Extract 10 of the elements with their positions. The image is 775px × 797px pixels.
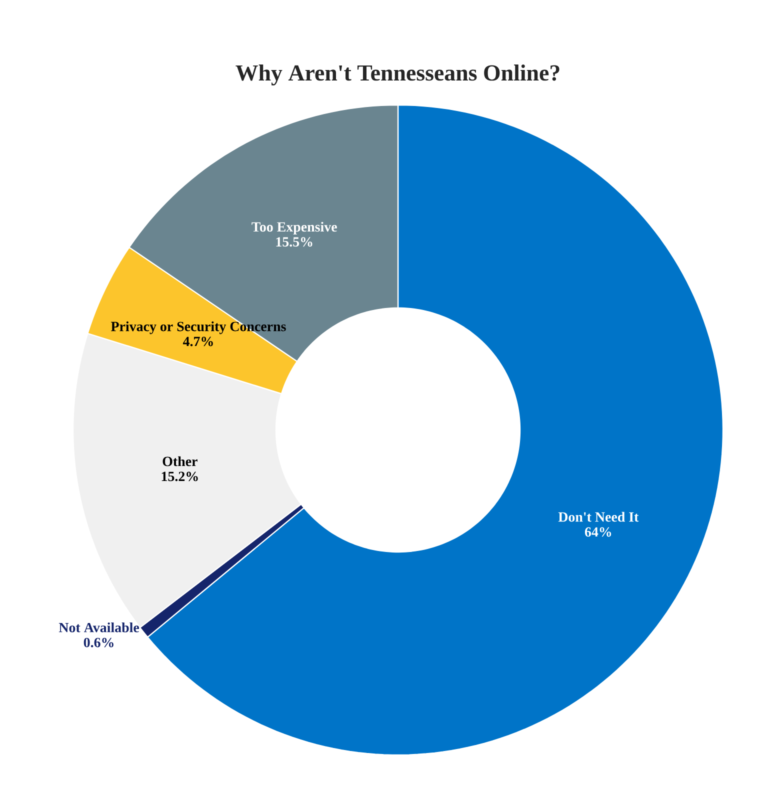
slice-label: Not Available bbox=[58, 622, 140, 632]
data-label: 4.7% bbox=[182, 336, 213, 346]
slice-label: Don't Need It bbox=[558, 512, 639, 522]
data-label: 64% bbox=[584, 527, 612, 537]
slice-label: Too Expensive bbox=[252, 222, 337, 234]
chart-title: Why Aren't Tennesseans Online? bbox=[236, 64, 560, 86]
data-label: 15.5% bbox=[276, 237, 312, 247]
data-label: 0.6% bbox=[84, 638, 114, 648]
slice-label: Other bbox=[162, 456, 198, 466]
data-label: 15.2% bbox=[162, 472, 198, 482]
